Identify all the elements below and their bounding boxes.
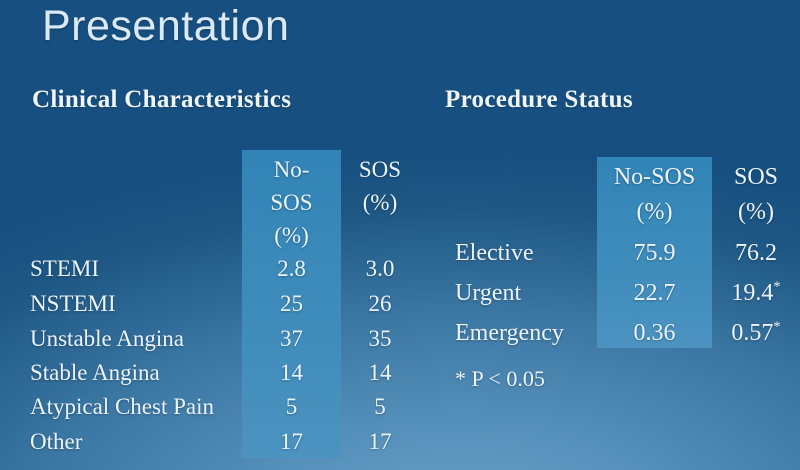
sos-value: 35 xyxy=(368,326,392,351)
procedure-no-sos-highlight-band xyxy=(597,157,712,348)
no-sos-value: 75.9 xyxy=(633,240,676,266)
no-sos-value: 14 xyxy=(280,360,303,385)
column-header-line: (%) xyxy=(362,190,398,215)
p-value-footnote: * P < 0.05 xyxy=(455,366,545,391)
clinical-sos-column-header: SOS (%) xyxy=(341,153,419,219)
table-row: Emergency 0.36 0.57* xyxy=(0,317,800,350)
procedure-status-heading: Procedure Status xyxy=(445,86,633,113)
no-sos-value: 0.36 xyxy=(633,320,676,346)
column-header-line: SOS xyxy=(358,157,402,182)
table-row: NSTEMI 25 26 xyxy=(0,287,800,320)
table-row: Urgent 22.7 19.4* xyxy=(0,277,800,310)
table-row: STEMI 2.8 3.0 xyxy=(0,252,800,285)
row-label: Emergency xyxy=(455,320,564,346)
row-label: Other xyxy=(30,429,83,454)
clinical-no-sos-highlight-band xyxy=(242,150,341,458)
column-header-line: No- xyxy=(273,157,310,182)
no-sos-value: 5 xyxy=(285,394,298,419)
clinical-characteristics-heading: Clinical Characteristics xyxy=(32,86,292,113)
row-label: STEMI xyxy=(30,256,99,281)
table-row: Other 17 17 xyxy=(0,425,800,458)
no-sos-value: 2.8 xyxy=(277,256,306,281)
row-label: Atypical Chest Pain xyxy=(30,394,214,419)
sos-value: 5 xyxy=(374,394,386,419)
sos-value: 76.2 xyxy=(735,240,777,266)
sos-value: 26 xyxy=(368,291,392,316)
no-sos-value: 17 xyxy=(280,429,303,454)
procedure-no-sos-column-header: No-SOS (%) xyxy=(597,160,712,230)
column-header-line: (%) xyxy=(738,199,774,225)
row-label: Stable Angina xyxy=(30,360,160,385)
significance-asterisk: * xyxy=(773,279,781,295)
row-label: Urgent xyxy=(455,280,522,306)
table-row: Stable Angina 14 14 xyxy=(0,356,800,389)
no-sos-value: 25 xyxy=(280,291,303,316)
no-sos-value: 22.7 xyxy=(633,280,676,306)
table-row: Elective 75.9 76.2 xyxy=(0,237,800,270)
slide-title: Presentation xyxy=(42,2,290,50)
sos-value: 14 xyxy=(368,360,392,385)
table-row: Unstable Angina 37 35 xyxy=(0,322,800,355)
row-label: Unstable Angina xyxy=(30,326,184,351)
procedure-sos-column-header: SOS (%) xyxy=(712,160,800,230)
column-header-line: (%) xyxy=(636,199,673,225)
column-header-line: No-SOS xyxy=(613,164,696,190)
row-label: Elective xyxy=(455,240,534,266)
sos-value: 17 xyxy=(368,429,392,454)
row-label: NSTEMI xyxy=(30,291,116,316)
column-header-line: (%) xyxy=(274,223,309,248)
sos-value: 0.57* xyxy=(731,319,781,346)
column-header-line: SOS xyxy=(270,190,313,215)
table-row: Atypical Chest Pain 5 5 xyxy=(0,390,800,423)
column-header-line: SOS xyxy=(733,164,779,190)
significance-asterisk: * xyxy=(773,319,781,335)
no-sos-value: 37 xyxy=(280,326,303,351)
clinical-no-sos-column-header: No- SOS (%) xyxy=(242,153,341,252)
sos-value: 19.4* xyxy=(731,279,781,306)
sos-value: 3.0 xyxy=(365,256,395,281)
